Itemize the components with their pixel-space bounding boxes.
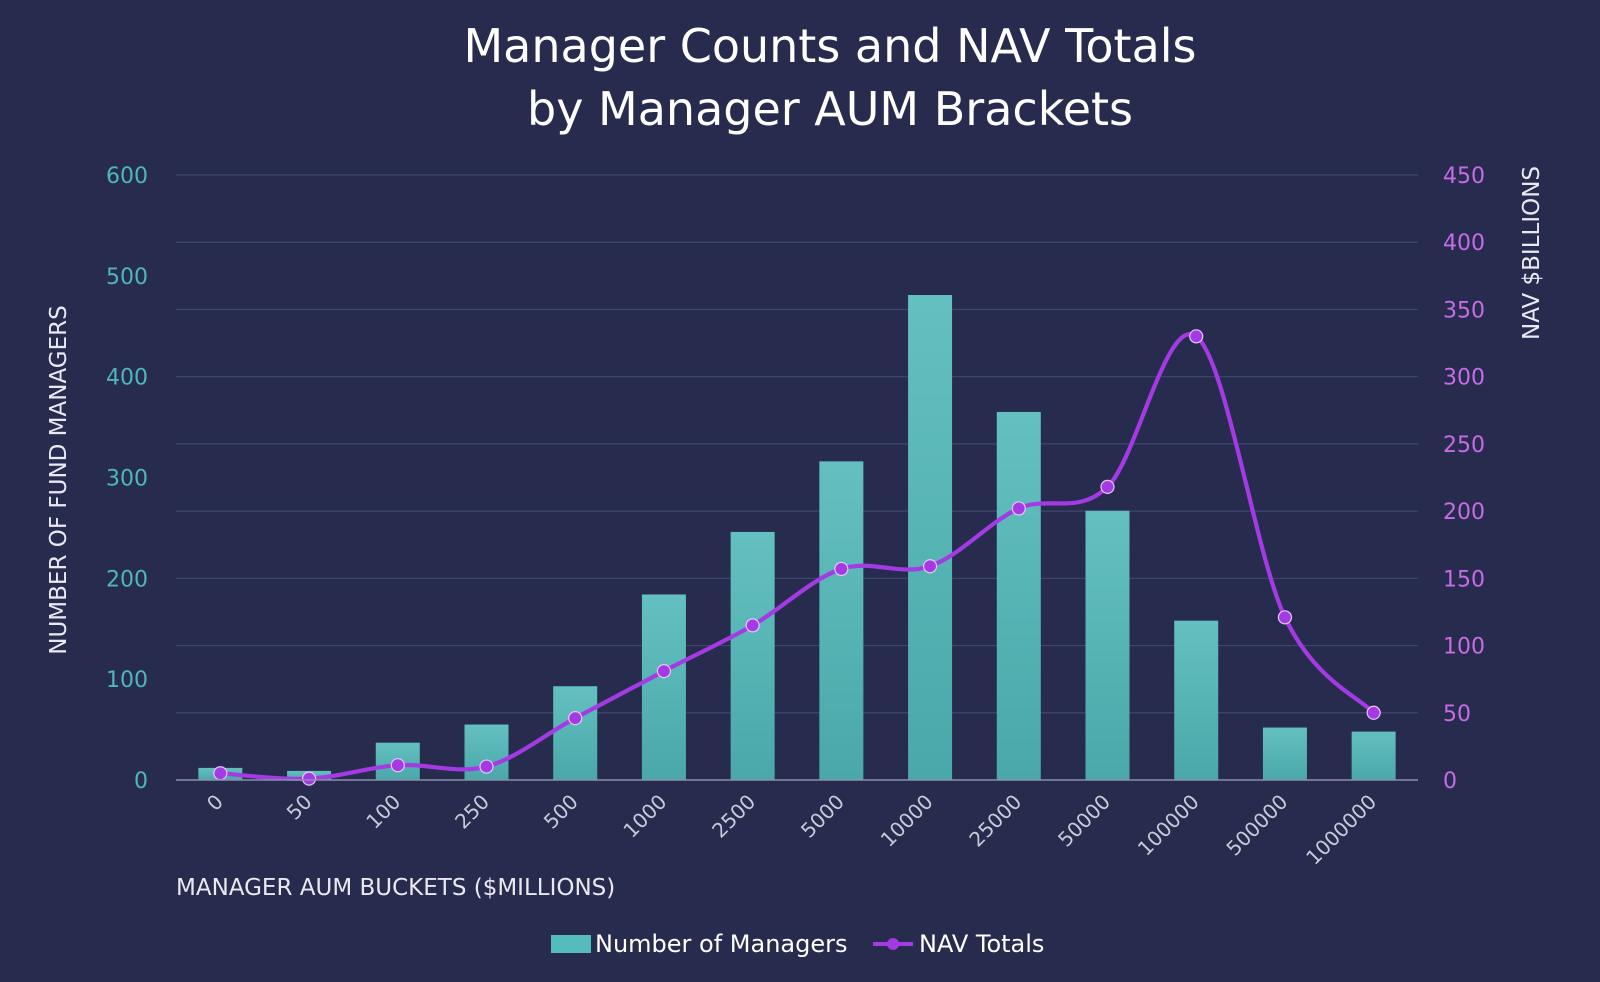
legend-line-marker xyxy=(887,938,899,950)
x-tick-label: 25000 xyxy=(964,790,1026,852)
nav-line xyxy=(213,329,1381,786)
x-tick-label: 100000 xyxy=(1133,790,1204,861)
x-tick-label: 1000 xyxy=(618,790,671,843)
y-tick-label: 400 xyxy=(106,366,148,391)
y2-tick-label: 250 xyxy=(1443,433,1485,458)
x-tick-label: 50 xyxy=(282,790,317,825)
x-tick-label: 2500 xyxy=(707,790,760,843)
x-axis: 0 50 100 250 500 1000 2500 5000 10000 25000 50000 1… xyxy=(176,779,1418,870)
bar xyxy=(1351,731,1396,780)
bar xyxy=(730,531,775,780)
y2-axis-label: NAV $BILLIONS xyxy=(1519,166,1545,340)
x-axis-label: MANAGER AUM BUCKETS ($MILLIONS) xyxy=(176,875,615,901)
nav-point xyxy=(568,711,583,726)
nav-point xyxy=(479,759,494,774)
y-tick-label: 100 xyxy=(106,668,148,693)
y2-tick-label: 300 xyxy=(1443,366,1485,391)
x-tick-label: 5000 xyxy=(796,790,849,843)
y2-tick-label: 0 xyxy=(1443,769,1457,794)
nav-point xyxy=(301,771,317,786)
y2-tick-label: 400 xyxy=(1443,231,1485,256)
y-tick-label: 300 xyxy=(106,467,148,492)
bar xyxy=(996,411,1041,780)
nav-point xyxy=(1366,705,1381,720)
y2-tick-label: 450 xyxy=(1443,164,1485,189)
y-tick-label: 600 xyxy=(106,164,148,189)
nav-point xyxy=(1277,610,1293,625)
nav-point xyxy=(390,758,405,773)
nav-point xyxy=(834,561,849,577)
bar xyxy=(1174,620,1219,780)
bar xyxy=(1085,510,1130,780)
x-tick-label: 500 xyxy=(539,790,583,834)
y2-tick-label: 150 xyxy=(1443,567,1485,592)
y-tick-label: 500 xyxy=(106,265,148,290)
bar xyxy=(553,686,598,780)
chart-title-line-2: by Manager AUM Brackets xyxy=(527,82,1133,136)
nav-point xyxy=(656,663,672,679)
right-y-axis: 0 50 100 150 200 250 300 350 400 450 xyxy=(1443,164,1485,794)
x-tick-label: 1000000 xyxy=(1301,790,1381,870)
y2-tick-label: 200 xyxy=(1443,500,1485,525)
x-tick-label: 100 xyxy=(361,790,405,834)
bar xyxy=(1262,727,1307,780)
nav-point xyxy=(745,618,760,633)
x-tick-label: 500000 xyxy=(1221,790,1292,861)
nav-point xyxy=(1100,479,1115,495)
x-tick-label: 10000 xyxy=(876,790,938,852)
nav-point xyxy=(1189,329,1204,344)
y2-tick-label: 100 xyxy=(1443,635,1485,660)
x-tick-label: 50000 xyxy=(1053,790,1115,852)
y-tick-label: 200 xyxy=(106,567,148,592)
x-tick-label: 0 xyxy=(202,790,228,816)
x-tick-label: 250 xyxy=(450,790,494,834)
nav-point xyxy=(922,559,938,574)
legend-bar-label: Number of Managers xyxy=(595,930,848,958)
chart-title-line-1: Manager Counts and NAV Totals xyxy=(463,19,1196,73)
y-tick-label: 0 xyxy=(134,769,148,794)
left-y-axis: 0 100 200 300 400 500 600 xyxy=(106,164,148,794)
legend-bar-swatch xyxy=(551,935,591,953)
bar xyxy=(819,461,864,780)
bar xyxy=(908,294,953,780)
y2-tick-label: 50 xyxy=(1443,702,1471,727)
nav-point xyxy=(1011,501,1026,516)
legend: Number of Managers NAV Totals xyxy=(551,930,1044,958)
grid-lines xyxy=(176,174,1418,714)
y-axis-label: NUMBER OF FUND MANAGERS xyxy=(46,305,72,654)
nav-point xyxy=(213,766,228,781)
y2-tick-label: 350 xyxy=(1443,298,1485,323)
legend-line-label: NAV Totals xyxy=(919,930,1044,958)
bar xyxy=(641,594,686,780)
